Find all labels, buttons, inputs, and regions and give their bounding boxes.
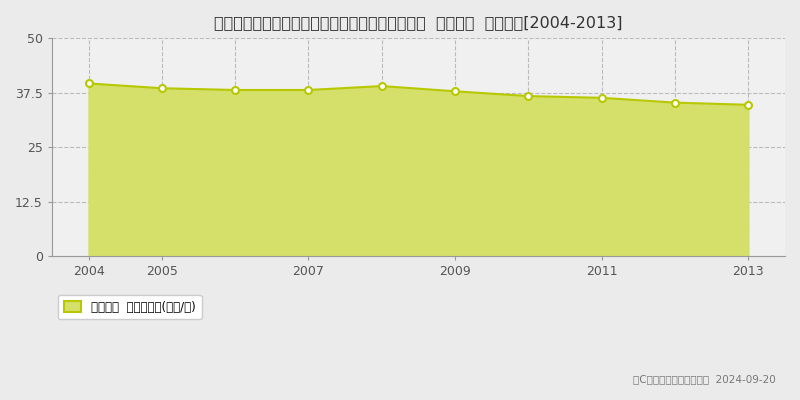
Text: （C）土地価格ドットコム  2024-09-20: （C）土地価格ドットコム 2024-09-20 <box>634 374 776 384</box>
Title: 埼玉県さいたま市見沼区大字御蔵字原前９５番２  公示地価  地価推移[2004-2013]: 埼玉県さいたま市見沼区大字御蔵字原前９５番２ 公示地価 地価推移[2004-20… <box>214 15 622 30</box>
Legend: 公示地価  平均嵪単価(万円/嵪): 公示地価 平均嵪単価(万円/嵪) <box>58 295 202 320</box>
